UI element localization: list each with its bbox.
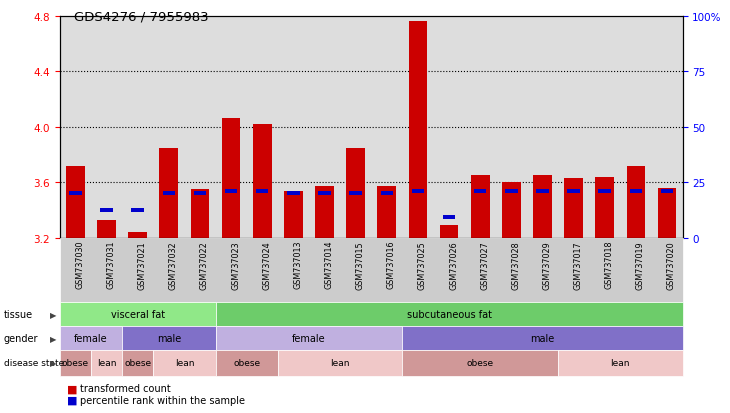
Bar (315, 187, 334, 238)
Bar (412, 189, 424, 193)
Text: ■: ■ (67, 383, 77, 393)
Text: GSM737016: GSM737016 (387, 240, 396, 289)
Bar (474, 189, 486, 193)
Bar (502, 183, 520, 238)
Text: tissue: tissue (4, 309, 33, 319)
Bar (626, 166, 645, 238)
Bar (533, 176, 552, 238)
Text: lean: lean (97, 358, 116, 368)
Bar (596, 177, 614, 238)
Bar (505, 189, 518, 193)
Text: obese: obese (62, 358, 89, 368)
Bar (131, 209, 144, 213)
Bar (256, 189, 269, 193)
Text: GSM737018: GSM737018 (604, 240, 614, 289)
Text: GSM737013: GSM737013 (293, 240, 302, 289)
Text: GSM737032: GSM737032 (169, 240, 178, 289)
Text: ▶: ▶ (50, 310, 56, 319)
Bar (409, 22, 427, 238)
Text: gender: gender (4, 333, 38, 343)
Text: subcutaneous fat: subcutaneous fat (407, 309, 491, 319)
Bar (69, 192, 82, 196)
Text: GSM737022: GSM737022 (200, 240, 209, 289)
Text: disease state: disease state (4, 358, 64, 368)
Bar (193, 192, 206, 196)
Bar (97, 220, 116, 238)
Text: GSM737017: GSM737017 (574, 240, 583, 289)
Text: GDS4276 / 7955983: GDS4276 / 7955983 (74, 10, 209, 23)
Text: ■: ■ (67, 395, 77, 405)
Bar (191, 190, 210, 238)
Text: obese: obese (466, 358, 493, 368)
Text: GSM737023: GSM737023 (231, 240, 240, 289)
Bar (350, 192, 362, 196)
Text: ▶: ▶ (50, 358, 56, 368)
Bar (284, 191, 303, 238)
Bar (225, 189, 237, 193)
Text: female: female (74, 333, 108, 343)
Text: lean: lean (174, 358, 194, 368)
Text: GSM737029: GSM737029 (542, 240, 551, 289)
Bar (377, 187, 396, 238)
Bar (471, 176, 490, 238)
Bar (100, 209, 113, 213)
Bar (443, 216, 456, 220)
Bar (346, 148, 365, 238)
Text: GSM737027: GSM737027 (480, 240, 489, 289)
Bar (537, 189, 549, 193)
Text: GSM737025: GSM737025 (418, 240, 427, 289)
Text: ▶: ▶ (50, 334, 56, 343)
Bar (159, 148, 178, 238)
Bar (222, 119, 240, 238)
Text: GSM737024: GSM737024 (262, 240, 272, 289)
Text: GSM737031: GSM737031 (107, 240, 115, 289)
Text: lean: lean (330, 358, 350, 368)
Bar (253, 125, 272, 238)
Text: transformed count: transformed count (80, 383, 171, 393)
Text: male: male (157, 333, 181, 343)
Bar (439, 226, 458, 238)
Bar (629, 189, 642, 193)
Bar (564, 179, 583, 238)
Text: GSM737015: GSM737015 (356, 240, 365, 289)
Bar (128, 233, 147, 238)
Text: percentile rank within the sample: percentile rank within the sample (80, 395, 245, 405)
Bar (599, 189, 611, 193)
Bar (163, 192, 175, 196)
Bar (318, 192, 331, 196)
Bar (567, 189, 580, 193)
Text: female: female (292, 333, 326, 343)
Bar (658, 188, 676, 238)
Bar (66, 166, 85, 238)
Text: GSM737020: GSM737020 (667, 240, 676, 289)
Text: GSM737028: GSM737028 (511, 240, 520, 289)
Text: GSM737026: GSM737026 (449, 240, 458, 289)
Text: obese: obese (124, 358, 151, 368)
Text: male: male (530, 333, 555, 343)
Text: GSM737019: GSM737019 (636, 240, 645, 289)
Bar (287, 192, 299, 196)
Bar (661, 189, 673, 193)
Text: visceral fat: visceral fat (111, 309, 165, 319)
Text: GSM737030: GSM737030 (75, 240, 85, 289)
Text: GSM737021: GSM737021 (138, 240, 147, 289)
Text: obese: obese (233, 358, 260, 368)
Text: lean: lean (610, 358, 630, 368)
Bar (380, 192, 393, 196)
Text: GSM737014: GSM737014 (325, 240, 334, 289)
